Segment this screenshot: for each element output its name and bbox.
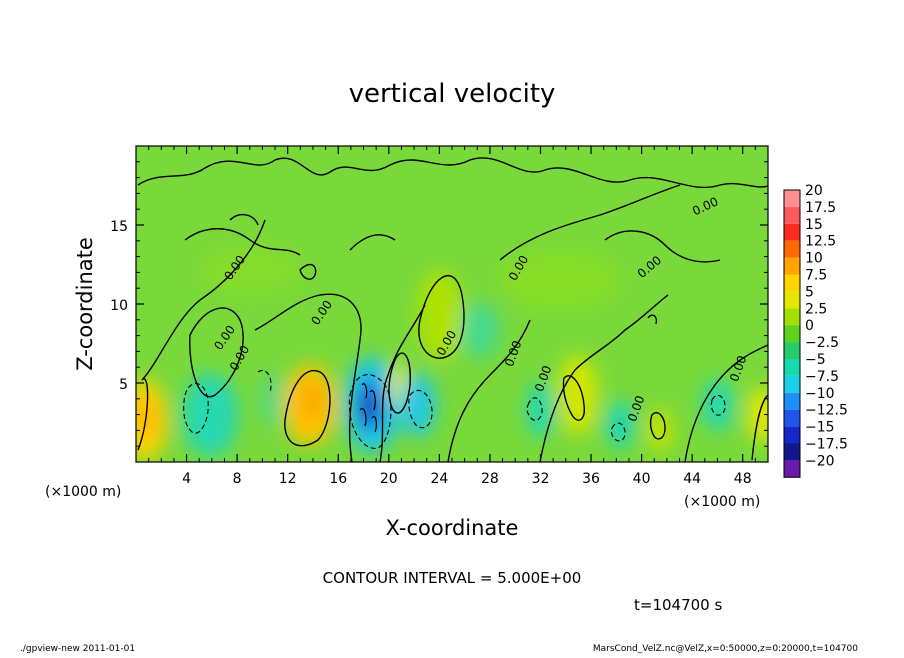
colorbar-label: 15	[805, 217, 823, 233]
colorbar-label: 2.5	[805, 301, 827, 317]
colorbar-swatch	[784, 325, 800, 343]
colorbar-swatch	[784, 342, 800, 359]
colorbar-swatch	[784, 460, 800, 478]
colorbar-swatch	[784, 409, 800, 427]
colorbar-label: 7.5	[805, 268, 827, 284]
colorbar-label: −12.5	[805, 403, 848, 419]
colorbar-swatch	[784, 257, 800, 275]
x-tick-label: 20	[380, 471, 398, 487]
contour-interval-note: CONTOUR INTERVAL = 5.000E+00	[323, 569, 582, 587]
x-tick-label: 28	[481, 471, 499, 487]
x-tick-label: 32	[532, 471, 550, 487]
colorbar-label: 20	[805, 183, 823, 199]
y-tick-label: 10	[110, 298, 128, 314]
colorbar: 2017.51512.5107.552.50−2.5−5−7.5−10−12.5…	[783, 183, 848, 478]
colorbar-label: −2.5	[805, 335, 839, 351]
colorbar-label: 0	[805, 318, 814, 334]
y-axis-title: Z-coordinate	[73, 237, 97, 371]
colorbar-swatch	[784, 206, 800, 224]
x-tick-label: 40	[633, 471, 651, 487]
colorbar-label: −20	[805, 453, 835, 469]
colorbar-swatch	[784, 291, 800, 309]
colorbar-label: 10	[805, 251, 823, 267]
x-tick-label: 36	[582, 471, 600, 487]
colorbar-label: 5	[805, 284, 814, 300]
colorbar-frame	[783, 189, 801, 478]
colorbar-swatch	[784, 443, 800, 461]
y-tick-label: 15	[110, 219, 128, 235]
colorbar-swatch	[784, 392, 800, 410]
colorbar-swatch	[784, 274, 800, 292]
chart-title: vertical velocity	[349, 79, 556, 109]
colorbar-swatch	[784, 426, 800, 444]
colorbar-swatch	[784, 308, 800, 326]
colorbar-label: −15	[805, 420, 835, 436]
x-tick-label: 12	[279, 471, 297, 487]
colorbar-label: −17.5	[805, 437, 848, 453]
x-tick-label: 4	[182, 471, 191, 487]
colorbar-label: −7.5	[805, 369, 839, 385]
footer-left: ./gpview-new 2011-01-01	[20, 644, 135, 654]
time-label: t=104700 s	[634, 596, 722, 614]
contour-lines	[137, 157, 768, 462]
colorbar-label: 17.5	[805, 200, 836, 216]
colorbar-swatch	[784, 240, 800, 258]
y-axis-ticks: 5 10 15	[110, 161, 768, 447]
heatmap-plot-area	[136, 146, 768, 462]
x-tick-label: 44	[683, 471, 701, 487]
colorbar-swatch	[784, 359, 800, 376]
x-tick-label: 24	[430, 471, 448, 487]
x-axis-ticks: 4 8 12 16 20 24 28 32 36 40 44 48	[148, 146, 756, 487]
colorbar-label: −10	[805, 386, 835, 402]
colorbar-label: 12.5	[805, 234, 836, 250]
colorbar-swatch	[784, 375, 800, 393]
x-axis-title: X-coordinate	[386, 516, 519, 540]
x-tick-label: 8	[233, 471, 242, 487]
footer-right: MarsCond_VelZ.nc@VelZ,x=0:50000,z=0:2000…	[593, 644, 858, 654]
x-tick-label: 48	[734, 471, 752, 487]
y-tick-label: 5	[119, 377, 128, 393]
colorbar-swatch	[784, 223, 800, 241]
dense-contours	[359, 383, 378, 433]
x-unit-right: (×1000 m)	[684, 494, 760, 510]
colorbar-swatch	[784, 190, 800, 207]
x-tick-label: 16	[329, 471, 347, 487]
negative-contour-lines	[183, 370, 726, 449]
colorbar-label: −5	[805, 352, 826, 368]
x-unit-left: (×1000 m)	[45, 484, 121, 500]
